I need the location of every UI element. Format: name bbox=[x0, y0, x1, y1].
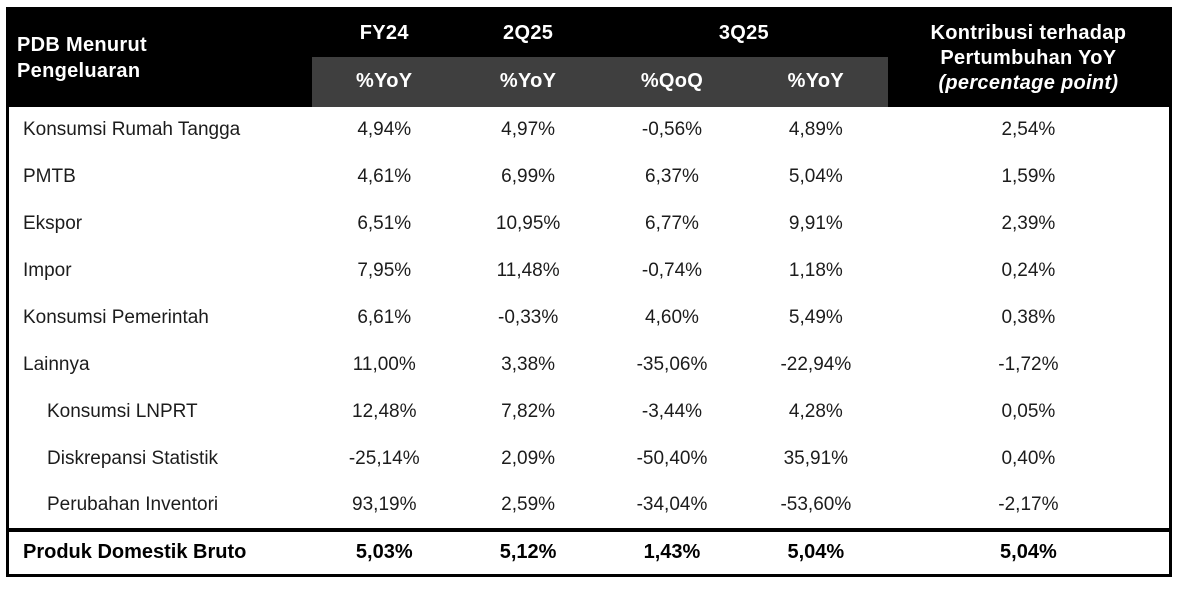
table-row: Impor 7,95% 11,48% -0,74% 1,18% 0,24% bbox=[7, 247, 1171, 295]
row-label: Diskrepansi Statistik bbox=[7, 435, 313, 483]
value-cell: 4,61% bbox=[312, 153, 457, 201]
value-cell: -53,60% bbox=[743, 482, 888, 530]
value-cell: 0,05% bbox=[887, 388, 1171, 436]
value-cell: -35,06% bbox=[600, 341, 744, 389]
value-cell: 3,38% bbox=[456, 341, 601, 389]
subheader-fy24-yoy: %YoY bbox=[312, 56, 457, 107]
value-cell: 35,91% bbox=[743, 435, 888, 483]
row-label: Konsumsi Pemerintah bbox=[7, 294, 313, 342]
value-cell: -25,14% bbox=[312, 435, 457, 483]
value-cell: 93,19% bbox=[312, 482, 457, 530]
value-cell: 6,61% bbox=[312, 294, 457, 342]
contribution-header-unit: (percentage point) bbox=[938, 71, 1119, 94]
value-cell: 4,94% bbox=[312, 106, 457, 154]
table-body: Konsumsi Rumah Tangga 4,94% 4,97% -0,56%… bbox=[7, 106, 1171, 576]
total-value-cell: 5,04% bbox=[743, 527, 888, 576]
value-cell: 12,48% bbox=[312, 388, 457, 436]
value-cell: 1,59% bbox=[887, 153, 1171, 201]
table-title: PDB Menurut Pengeluaran bbox=[7, 8, 313, 107]
value-cell: -0,74% bbox=[600, 247, 744, 295]
value-cell: 7,95% bbox=[312, 247, 457, 295]
value-cell: 4,97% bbox=[456, 106, 601, 154]
value-cell: 2,39% bbox=[887, 200, 1171, 248]
table-row: Ekspor 6,51% 10,95% 6,77% 9,91% 2,39% bbox=[7, 200, 1171, 248]
total-value-cell: 1,43% bbox=[600, 527, 744, 576]
value-cell: 6,77% bbox=[600, 200, 744, 248]
subheader-3q25-yoy: %YoY bbox=[743, 56, 888, 107]
value-cell: 7,82% bbox=[456, 388, 601, 436]
table-row-sub: Diskrepansi Statistik -25,14% 2,09% -50,… bbox=[7, 435, 1171, 483]
total-row: Produk Domestik Bruto 5,03% 5,12% 1,43% … bbox=[7, 527, 1171, 576]
table-header: PDB Menurut Pengeluaran FY24 2Q25 3Q25 K… bbox=[7, 8, 1171, 107]
table-row-sub: Konsumsi LNPRT 12,48% 7,82% -3,44% 4,28%… bbox=[7, 388, 1171, 436]
value-cell: -1,72% bbox=[887, 341, 1171, 389]
total-row-label: Produk Domestik Bruto bbox=[7, 527, 313, 576]
value-cell: 9,91% bbox=[743, 200, 888, 248]
table-row: Konsumsi Pemerintah 6,61% -0,33% 4,60% 5… bbox=[7, 294, 1171, 342]
value-cell: 0,38% bbox=[887, 294, 1171, 342]
row-label: Impor bbox=[7, 247, 313, 295]
value-cell: 5,49% bbox=[743, 294, 888, 342]
column-header-fy24: FY24 bbox=[312, 8, 457, 57]
table-row: Lainnya 11,00% 3,38% -35,06% -22,94% -1,… bbox=[7, 341, 1171, 389]
column-header-2q25: 2Q25 bbox=[456, 8, 601, 57]
contribution-header-line2: Pertumbuhan YoY bbox=[940, 46, 1117, 69]
value-cell: -34,04% bbox=[600, 482, 744, 530]
value-cell: 11,00% bbox=[312, 341, 457, 389]
value-cell: -22,94% bbox=[743, 341, 888, 389]
value-cell: -0,33% bbox=[456, 294, 601, 342]
row-label: PMTB bbox=[7, 153, 313, 201]
value-cell: 4,28% bbox=[743, 388, 888, 436]
value-cell: 6,99% bbox=[456, 153, 601, 201]
value-cell: 2,59% bbox=[456, 482, 601, 530]
value-cell: 11,48% bbox=[456, 247, 601, 295]
value-cell: -50,40% bbox=[600, 435, 744, 483]
value-cell: 10,95% bbox=[456, 200, 601, 248]
subheader-3q25-qoq: %QoQ bbox=[600, 56, 744, 107]
total-value-cell: 5,03% bbox=[312, 527, 457, 576]
value-cell: -0,56% bbox=[600, 106, 744, 154]
table-row: PMTB 4,61% 6,99% 6,37% 5,04% 1,59% bbox=[7, 153, 1171, 201]
gdp-table: PDB Menurut Pengeluaran FY24 2Q25 3Q25 K… bbox=[6, 7, 1172, 577]
value-cell: 6,51% bbox=[312, 200, 457, 248]
value-cell: 2,54% bbox=[887, 106, 1171, 154]
value-cell: 5,04% bbox=[743, 153, 888, 201]
value-cell: 4,89% bbox=[743, 106, 888, 154]
table-title-line1: PDB Menurut bbox=[17, 34, 147, 57]
subheader-2q25-yoy: %YoY bbox=[456, 56, 601, 107]
value-cell: 0,40% bbox=[887, 435, 1171, 483]
table-row: Konsumsi Rumah Tangga 4,94% 4,97% -0,56%… bbox=[7, 106, 1171, 154]
total-value-cell: 5,12% bbox=[456, 527, 601, 576]
value-cell: 0,24% bbox=[887, 247, 1171, 295]
row-label: Ekspor bbox=[7, 200, 313, 248]
contribution-header-line1: Kontribusi terhadap bbox=[930, 21, 1127, 44]
column-header-3q25: 3Q25 bbox=[600, 8, 888, 57]
total-value-cell: 5,04% bbox=[887, 527, 1171, 576]
value-cell: 1,18% bbox=[743, 247, 888, 295]
row-label: Konsumsi Rumah Tangga bbox=[7, 106, 313, 154]
value-cell: 2,09% bbox=[456, 435, 601, 483]
table-row-sub: Perubahan Inventori 93,19% 2,59% -34,04%… bbox=[7, 482, 1171, 530]
column-header-contribution: Kontribusi terhadap Pertumbuhan YoY (per… bbox=[887, 8, 1171, 107]
table-title-line2: Pengeluaran bbox=[17, 60, 141, 83]
value-cell: 4,60% bbox=[600, 294, 744, 342]
value-cell: -3,44% bbox=[600, 388, 744, 436]
row-label: Perubahan Inventori bbox=[7, 482, 313, 530]
row-label: Lainnya bbox=[7, 341, 313, 389]
value-cell: -2,17% bbox=[887, 482, 1171, 530]
row-label: Konsumsi LNPRT bbox=[7, 388, 313, 436]
value-cell: 6,37% bbox=[600, 153, 744, 201]
